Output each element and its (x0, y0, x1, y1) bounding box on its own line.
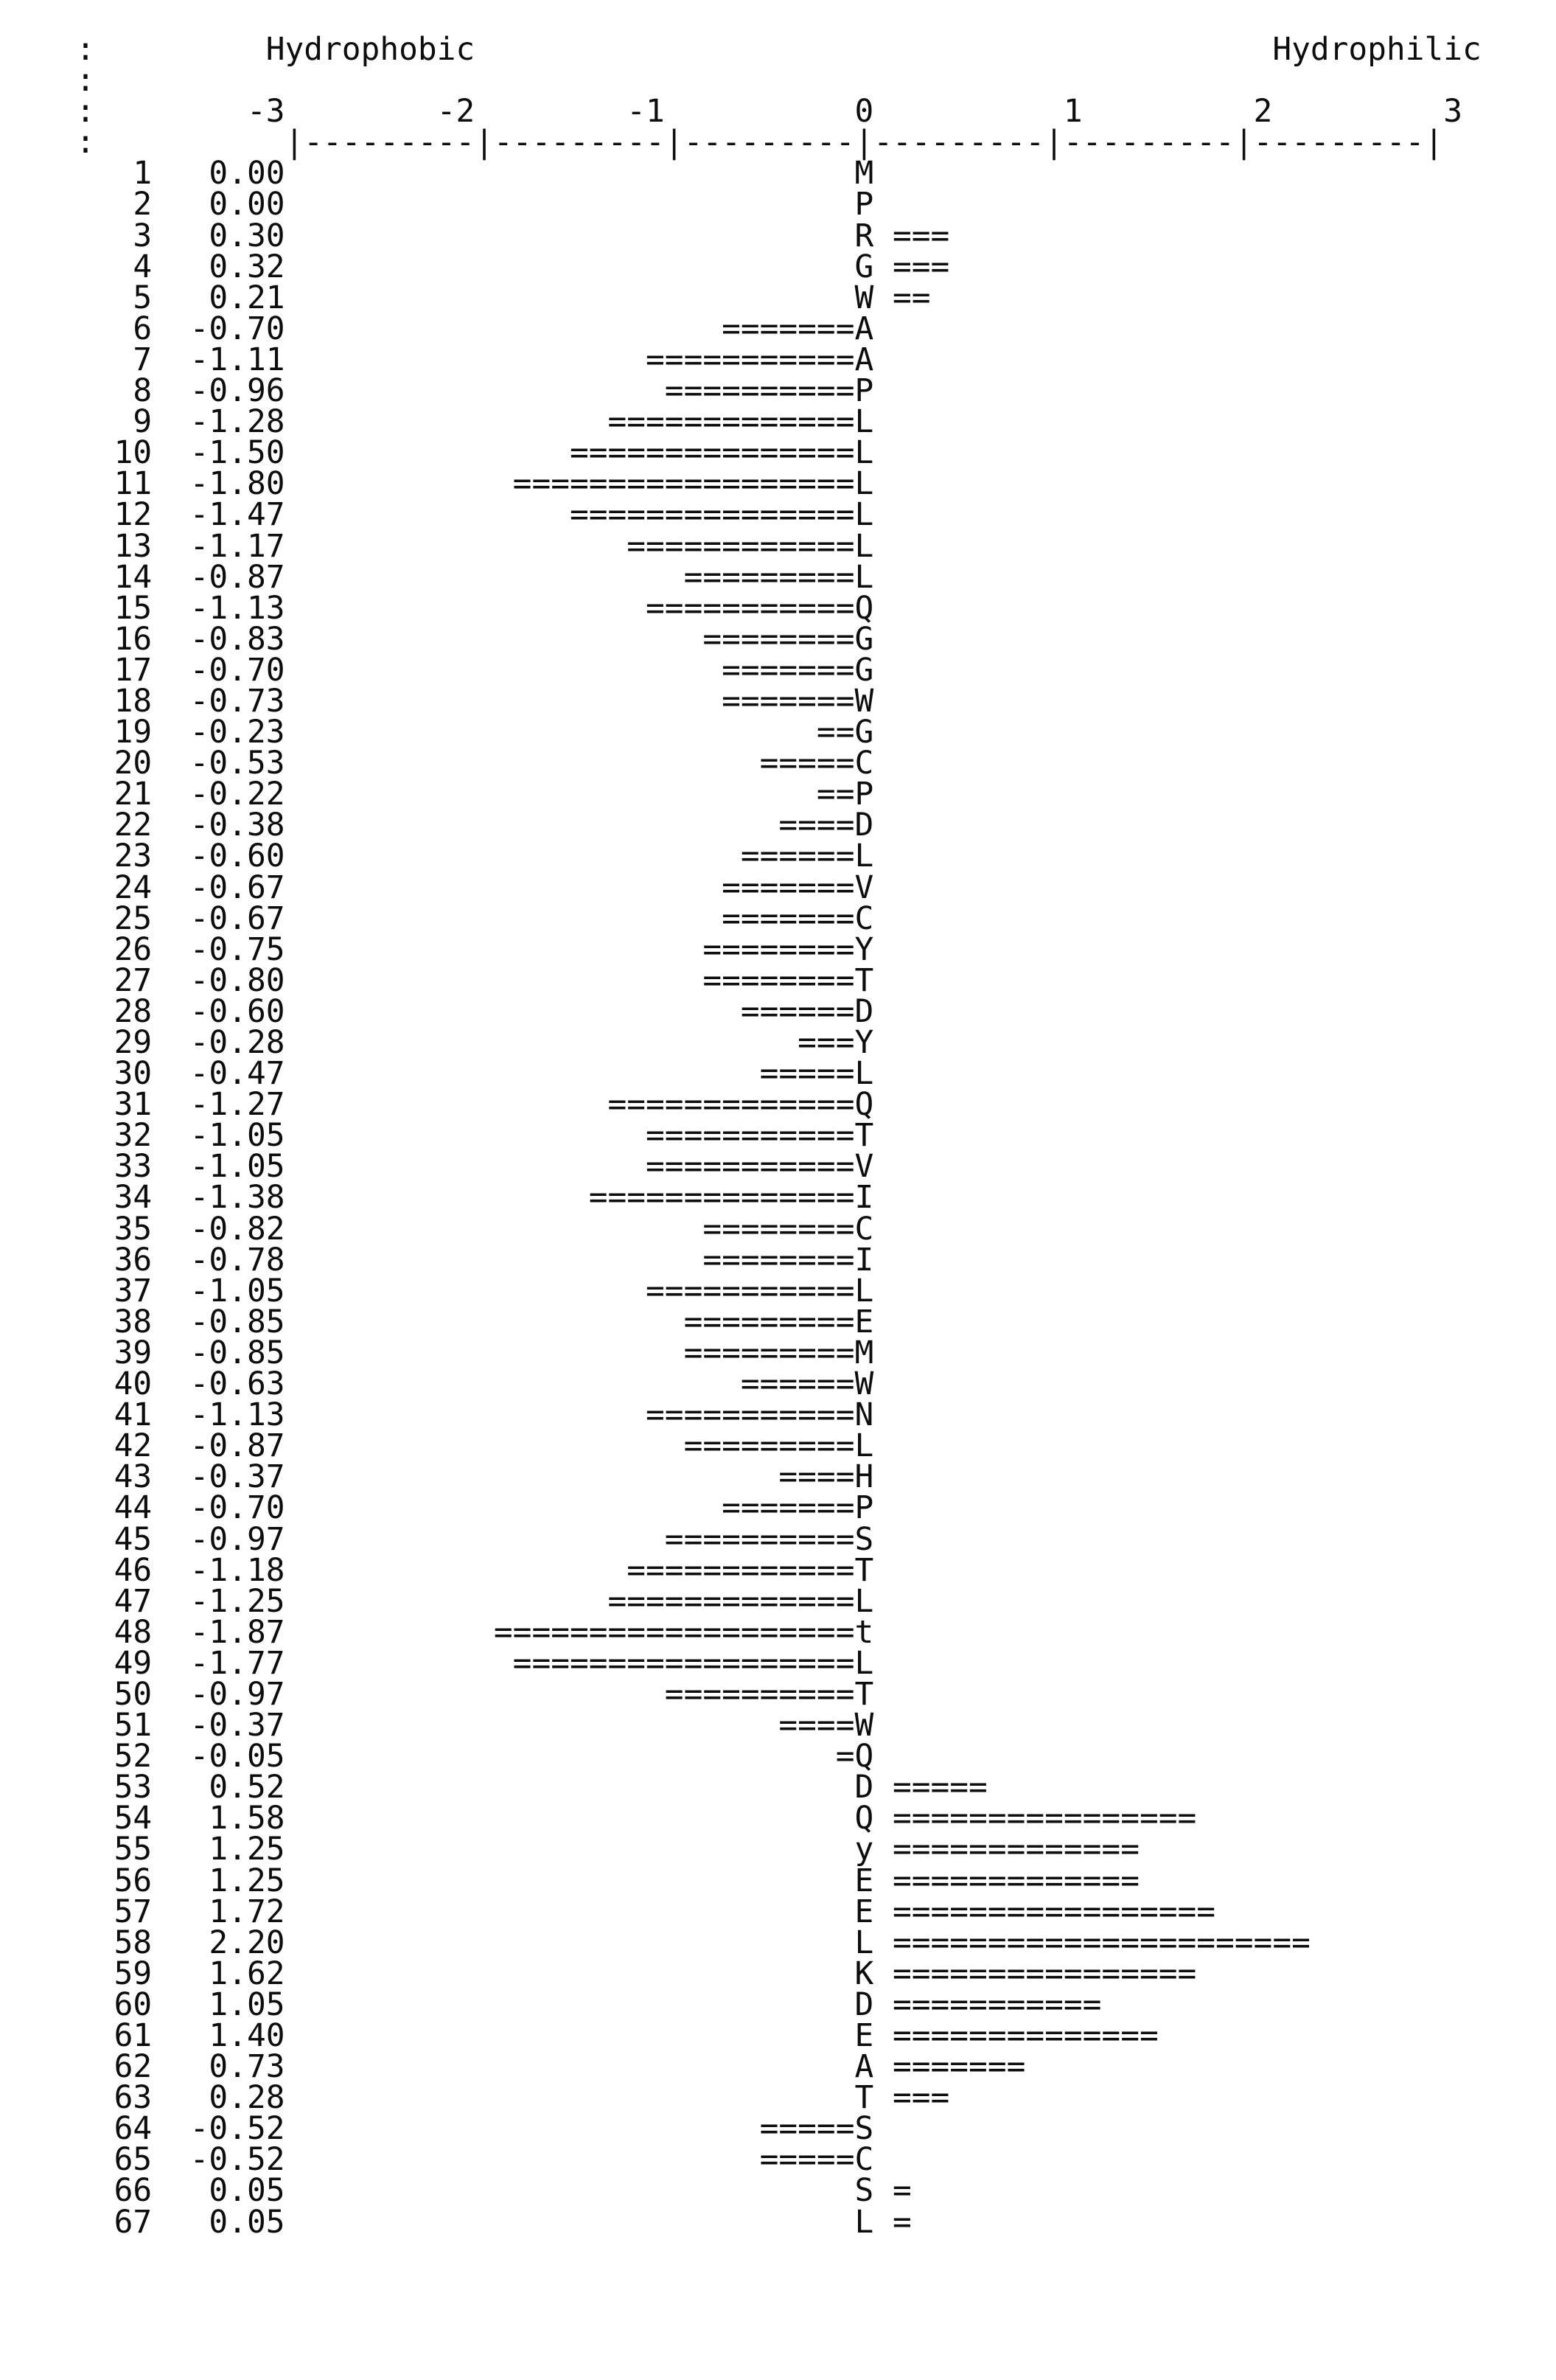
hydropathy-plot: : Hydrophobic Hydrophilic : : -3 -2 -1 (76, 31, 1482, 2241)
